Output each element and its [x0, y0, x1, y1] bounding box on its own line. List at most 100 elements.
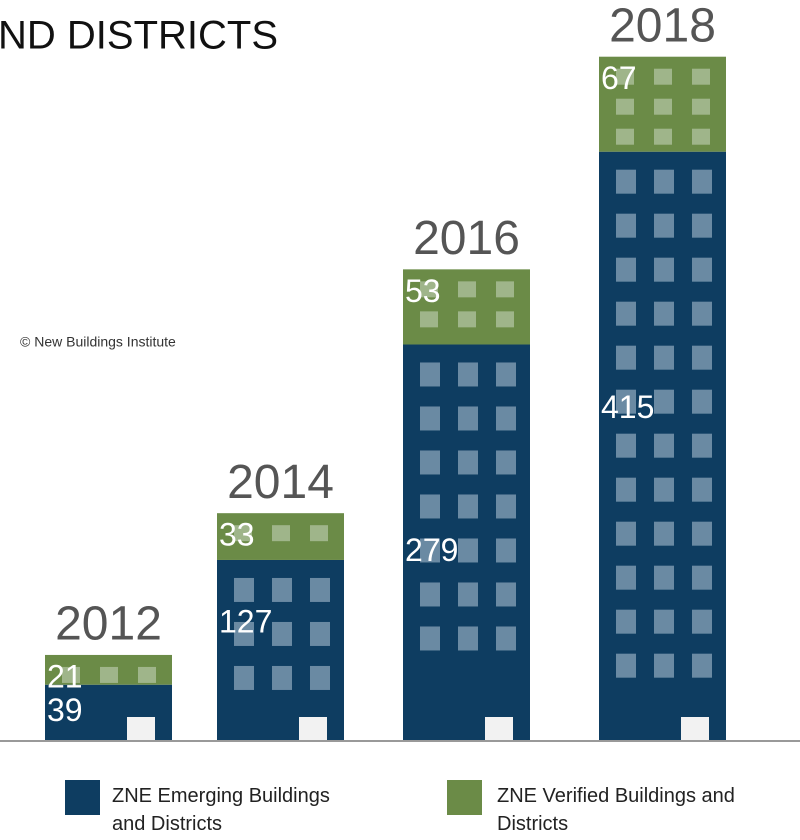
door [127, 717, 155, 740]
window [234, 525, 252, 542]
window [420, 311, 438, 328]
window [616, 169, 636, 194]
window [654, 301, 674, 326]
window [496, 281, 514, 298]
legend-label: ZNE Verified Buildings and Districts [497, 785, 735, 835]
category-label: 2012 [55, 598, 162, 651]
window [616, 68, 634, 85]
window [616, 257, 636, 282]
window [420, 494, 440, 519]
window [310, 665, 330, 690]
door [681, 717, 709, 740]
window [654, 565, 674, 590]
window [654, 345, 674, 370]
value-label: 33 [219, 517, 255, 553]
legend-label: ZNE Emerging Buildings and Districts [112, 785, 330, 835]
window [420, 450, 440, 475]
window [616, 98, 634, 115]
window [310, 525, 328, 542]
window [420, 582, 440, 607]
window [654, 653, 674, 678]
window [692, 257, 712, 282]
window [616, 565, 636, 590]
window [692, 213, 712, 238]
window [654, 609, 674, 634]
window [496, 362, 516, 387]
window [496, 406, 516, 431]
window [692, 433, 712, 458]
window [310, 621, 330, 646]
value-label: 127 [219, 603, 272, 639]
window [234, 665, 254, 690]
window [692, 653, 712, 678]
window [272, 525, 290, 542]
window [692, 521, 712, 546]
window [616, 389, 636, 414]
window [496, 582, 516, 607]
chart-title: ND DISTRICTS [0, 14, 278, 58]
window [654, 169, 674, 194]
window [616, 128, 634, 145]
window [458, 626, 478, 651]
window [616, 433, 636, 458]
window [100, 666, 118, 683]
window [496, 538, 516, 563]
window [692, 609, 712, 634]
window [62, 666, 80, 683]
legend-swatch [65, 780, 100, 815]
window [616, 301, 636, 326]
value-label: 21 [47, 658, 83, 694]
window [272, 665, 292, 690]
window [692, 565, 712, 590]
window [458, 362, 478, 387]
window [654, 98, 672, 115]
window [616, 521, 636, 546]
value-label: 67 [601, 60, 637, 96]
category-label: 2018 [609, 0, 716, 52]
window [234, 621, 254, 646]
window [420, 281, 438, 298]
window [692, 128, 710, 145]
window [654, 433, 674, 458]
window [310, 577, 330, 602]
window [616, 345, 636, 370]
window [420, 626, 440, 651]
window [458, 494, 478, 519]
window [692, 389, 712, 414]
category-label: 2014 [227, 456, 334, 509]
window [692, 301, 712, 326]
window [692, 68, 710, 85]
window [692, 345, 712, 370]
window [458, 450, 478, 475]
window [138, 666, 156, 683]
door [299, 717, 327, 740]
value-label: 415 [601, 389, 654, 425]
window [496, 311, 514, 328]
window [654, 389, 674, 414]
window [692, 169, 712, 194]
window [458, 311, 476, 328]
window [420, 362, 440, 387]
window [420, 538, 440, 563]
window [616, 477, 636, 502]
window [616, 653, 636, 678]
window [654, 521, 674, 546]
window [272, 621, 292, 646]
value-label: 279 [405, 532, 458, 568]
category-label: 2016 [413, 212, 520, 265]
window [616, 213, 636, 238]
window [654, 128, 672, 145]
window [654, 477, 674, 502]
window [654, 257, 674, 282]
window [458, 281, 476, 298]
window [692, 98, 710, 115]
window [692, 477, 712, 502]
window [420, 406, 440, 431]
window [496, 494, 516, 519]
window [272, 577, 292, 602]
window [654, 213, 674, 238]
legend-swatch [447, 780, 482, 815]
window [496, 626, 516, 651]
door [485, 717, 513, 740]
